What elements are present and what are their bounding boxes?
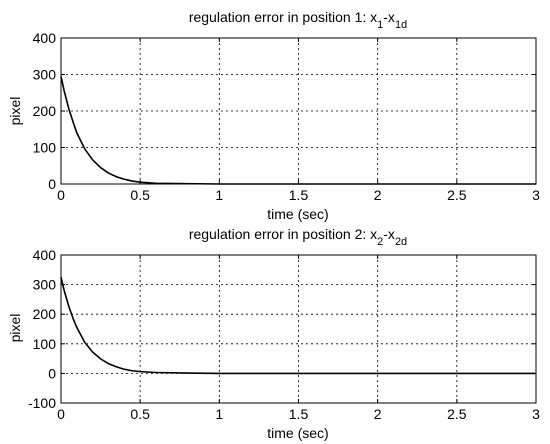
x-axis-label: time (sec): [267, 425, 328, 441]
x-tick-label: 0: [57, 406, 65, 422]
y-tick-label: 100: [33, 336, 57, 352]
series-line: [60, 277, 536, 375]
x-axis-label: time (sec): [267, 206, 328, 222]
y-tick-label: 400: [33, 247, 57, 263]
x-tick-label: 1.5: [289, 187, 309, 203]
y-tick-label: -100: [28, 395, 56, 411]
series-line: [60, 76, 536, 185]
x-tick-label: 1: [215, 406, 223, 422]
y-tick-label: 300: [33, 277, 57, 293]
x-tick-label: 2: [374, 187, 382, 203]
x-tick-label: 2.5: [447, 406, 467, 422]
subplot-position-2: regulation error in position 2: x2-x2d t…: [7, 226, 540, 441]
x-tick-label: 1: [215, 187, 223, 203]
x-tick-label: 0: [57, 187, 65, 203]
y-tick-label: 200: [33, 306, 57, 322]
y-axis-label: pixel: [7, 314, 23, 343]
y-axis-label: pixel: [7, 97, 23, 126]
x-tick-label: 0.5: [130, 187, 150, 203]
y-tick-label: 0: [48, 365, 56, 381]
chart-title: regulation error in position 2: x2-x2d: [189, 226, 407, 248]
subplot-position-1: regulation error in position 1: x1-x1d t…: [7, 9, 540, 222]
y-tick-label: 300: [33, 67, 57, 83]
chart-title: regulation error in position 1: x1-x1d: [189, 9, 407, 31]
x-tick-label: 3: [532, 187, 540, 203]
x-tick-label: 2: [374, 406, 382, 422]
x-tick-label: 3: [532, 406, 540, 422]
y-tick-label: 0: [48, 176, 56, 192]
y-tick-label: 100: [33, 140, 57, 156]
y-tick-label: 400: [33, 30, 57, 46]
x-tick-label: 0.5: [130, 406, 150, 422]
x-tick-label: 1.5: [289, 406, 309, 422]
x-tick-label: 2.5: [447, 187, 467, 203]
y-tick-label: 200: [33, 103, 57, 119]
